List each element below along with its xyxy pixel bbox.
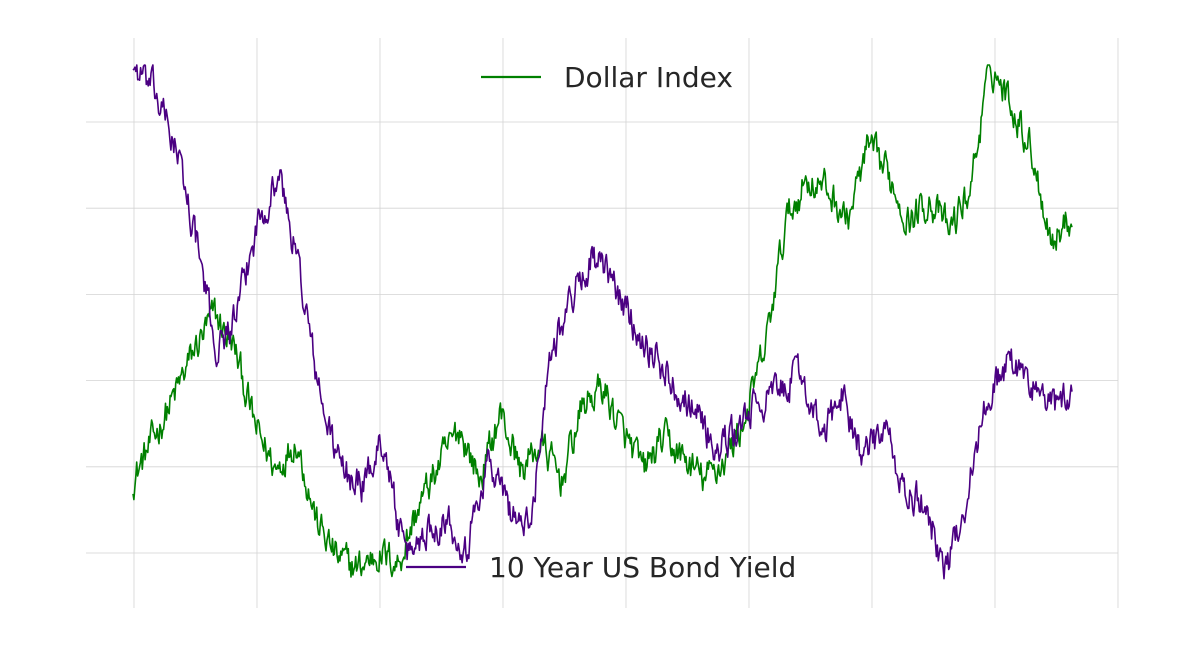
- legend-bond-yield: 10 Year US Bond Yield: [406, 551, 796, 584]
- series-line-10-year-us-bond-yield: [132, 64, 1073, 580]
- legend-label-dollar-index: Dollar Index: [564, 61, 733, 94]
- series-line-dollar-index: [132, 64, 1073, 578]
- grid: [86, 38, 1119, 608]
- legend-dollar-index: Dollar Index: [481, 61, 733, 94]
- series-layer: [132, 64, 1073, 580]
- legend-label-bond-yield: 10 Year US Bond Yield: [489, 551, 796, 584]
